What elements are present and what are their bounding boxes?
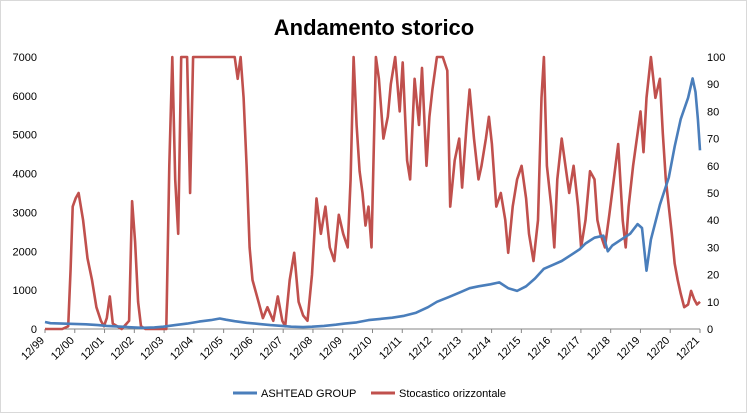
x-tick-label: 12/15	[496, 335, 524, 363]
y-left-tick-label: 2000	[13, 246, 37, 258]
y-left-tick-label: 5000	[13, 130, 37, 142]
y-left-tick-label: 4000	[13, 169, 37, 181]
x-tick-label: 12/01	[79, 335, 107, 363]
x-tick-label: 12/11	[377, 335, 404, 362]
x-tick-label: 12/02	[108, 335, 136, 363]
x-tick-label: 12/99	[19, 335, 47, 363]
x-tick-label: 12/08	[287, 335, 315, 363]
legend: ASHTEAD GROUP Stocastico orizzontale	[233, 388, 506, 400]
x-tick-label: 12/18	[585, 335, 613, 363]
legend-stocastico-orizzontale-label: Stocastico orizzontale	[399, 388, 506, 400]
y-right-tick-label: 20	[707, 270, 719, 282]
x-tick-label: 12/04	[168, 335, 196, 363]
y-right-tick-label: 50	[707, 188, 719, 200]
chart-title: Andamento storico	[274, 15, 474, 40]
y-right-tick-label: 70	[707, 134, 719, 146]
series-line-stocastico-orizzontale	[45, 55, 701, 331]
x-tick-label: 12/21	[674, 335, 702, 363]
x-tick-label: 12/12	[406, 335, 434, 363]
y-left-tick-label: 6000	[13, 91, 37, 103]
y-left-tick-label: 0	[31, 324, 37, 336]
y-left-tick-label: 1000	[13, 285, 37, 297]
x-tick-label: 12/14	[466, 335, 494, 363]
x-tick-label: 12/09	[317, 335, 345, 363]
x-tick-label: 12/06	[228, 335, 256, 363]
y-right-tick-label: 60	[707, 161, 719, 173]
x-tick-label: 12/07	[257, 335, 285, 363]
y-right-tick-label: 10	[707, 297, 719, 309]
x-tick-label: 12/20	[644, 335, 672, 363]
legend-ashtead-group-label: ASHTEAD GROUP	[261, 388, 356, 400]
y-left-tick-label: 7000	[13, 52, 37, 64]
y-right-tick-label: 40	[707, 215, 719, 227]
y-right-tick-label: 0	[707, 324, 713, 336]
x-tick-label: 12/17	[555, 335, 583, 363]
x-tick-label: 12/13	[436, 335, 464, 363]
x-tick-label: 12/16	[525, 335, 553, 363]
y-left-tick-label: 3000	[13, 207, 37, 219]
y-right-tick-label: 80	[707, 106, 719, 118]
x-tick-label: 12/19	[615, 335, 643, 363]
x-tick-label: 12/05	[198, 335, 226, 363]
y-right-tick-label: 100	[707, 52, 725, 64]
plot-area: 0 1000 2000 3000 4000 5000 6000 7000 0 10 20 30 40 50…	[13, 52, 726, 363]
y-right-tick-label: 30	[707, 242, 719, 254]
x-tick-label: 12/03	[138, 335, 166, 363]
x-tick-label: 12/00	[49, 335, 77, 363]
x-tick-label: 12/10	[347, 335, 375, 363]
series-line-ashtead-group	[44, 77, 702, 330]
y-right-tick-label: 90	[707, 79, 719, 91]
